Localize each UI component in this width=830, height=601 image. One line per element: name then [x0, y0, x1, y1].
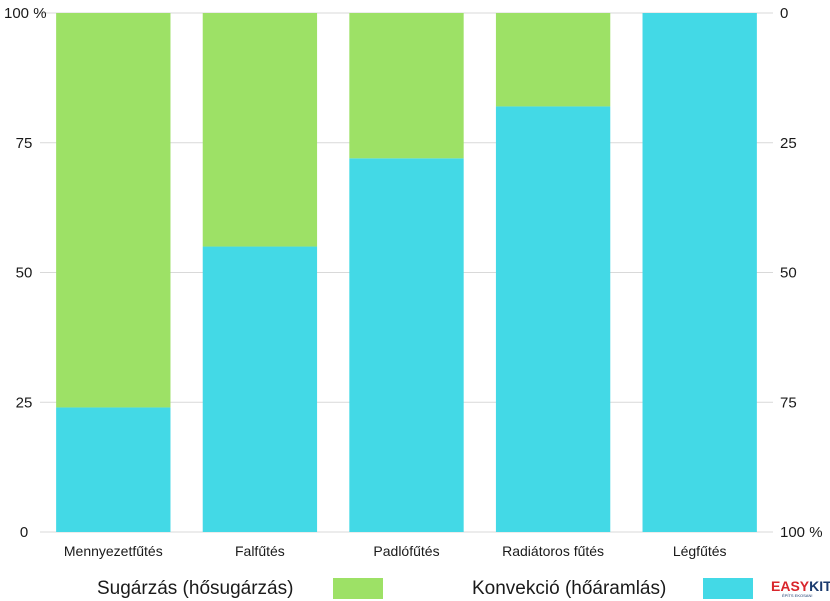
bars — [56, 13, 757, 533]
right-axis-tick-label: 25 — [780, 135, 797, 152]
logo-brand-part2: KIT — [809, 578, 830, 594]
easykit-logo: EASYKIT ÉPÍTS EKOSAN! — [771, 578, 830, 598]
bar-radiation — [56, 13, 171, 408]
category-label: Mennyezetfűtés — [64, 543, 163, 559]
bar-radiation — [495, 13, 611, 107]
category-label: Falfűtés — [235, 543, 285, 559]
bar-convection — [642, 13, 757, 532]
logo-tagline: ÉPÍTS EKOSAN! — [782, 593, 812, 598]
right-axis-tick-label: 50 — [780, 265, 797, 282]
bar-convection — [349, 158, 464, 532]
bar-convection — [495, 106, 611, 533]
category-label: Padlófűtés — [373, 543, 439, 559]
right-axis-tick-label: 75 — [780, 394, 797, 411]
left-axis-tick-label: 75 — [16, 135, 33, 152]
logo-brand-part1: EASY — [771, 578, 810, 594]
bar-convection — [56, 407, 171, 532]
legend-label-convection: Konvekció (hőáramlás) — [472, 578, 666, 599]
right-axis-tick-label: 0 — [780, 5, 788, 22]
legend-label-radiation: Sugárzás (hősugárzás) — [97, 578, 293, 599]
category-label: Radiátoros fűtés — [502, 543, 604, 559]
left-axis-tick-label: 25 — [16, 394, 33, 411]
legend: Sugárzás (hősugárzás) Konvekció (hőáraml… — [97, 578, 753, 599]
left-axis-tick-label: 0 — [20, 524, 28, 541]
right-axis-tick-label: 100 % — [780, 524, 823, 541]
logo-text: EASYKIT — [771, 578, 830, 594]
bar-convection — [202, 246, 318, 533]
bar-radiation — [349, 13, 464, 159]
left-axis-tick-label: 100 % — [4, 5, 47, 22]
bar-radiation — [202, 13, 318, 247]
legend-swatch-convection — [703, 578, 753, 599]
axis-labels: Mennyezetfűtés Falfűtés Padlófűtés Radiátor… — [4, 5, 823, 559]
legend-swatch-radiation — [333, 578, 383, 599]
category-label: Légfűtés — [673, 543, 727, 559]
left-axis-tick-label: 50 — [16, 265, 33, 282]
